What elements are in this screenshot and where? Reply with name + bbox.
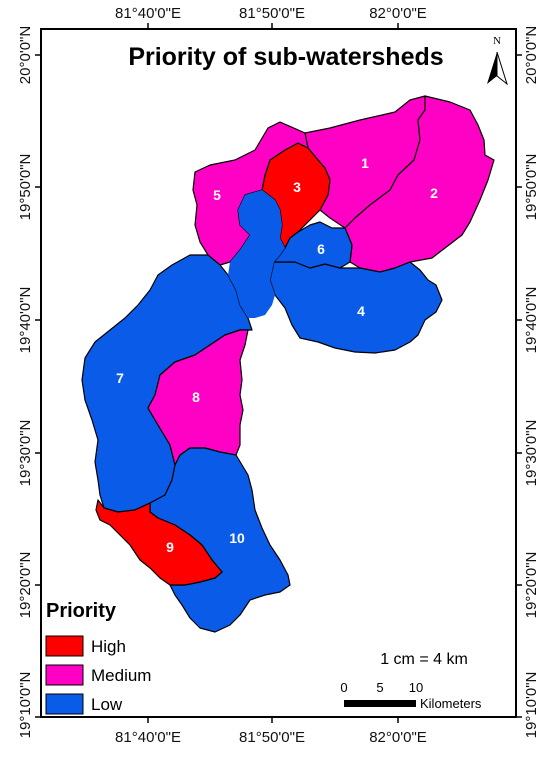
- lat-label-left: 19°20'0"N: [17, 552, 34, 619]
- legend: Priority High Medium Low: [45, 600, 151, 715]
- watershed-6[interactable]: [273, 221, 353, 269]
- scale-bar-segment: [380, 700, 416, 707]
- legend-label-high: High: [91, 637, 126, 656]
- watershed-label: 1: [361, 155, 369, 171]
- lat-label-right: 19°30'0"N: [523, 420, 540, 487]
- watershed-label: 3: [293, 179, 301, 195]
- north-arrow-icon: N: [487, 35, 508, 86]
- map-title: Priority of sub-watersheds: [128, 43, 443, 71]
- scale-bar: 1 cm = 4 km 0 5 10 Kilometers: [340, 651, 482, 711]
- watershed-neck: [228, 190, 285, 318]
- legend-title: Priority: [46, 600, 117, 622]
- lon-label-top: 81°40'0"E: [115, 5, 181, 22]
- lon-label-bottom: 82°0'0"E: [369, 729, 427, 746]
- watershed-9[interactable]: [95, 499, 223, 586]
- north-letter: N: [493, 35, 501, 47]
- lon-label-top: 82°0'0"E: [369, 5, 427, 22]
- scale-tick-label: 10: [409, 680, 423, 695]
- lat-label-right: 19°10'0"N: [523, 672, 540, 739]
- watershed-label: 10: [229, 530, 245, 546]
- legend-swatch-low: [45, 693, 84, 715]
- lat-label-left: 19°30'0"N: [17, 420, 34, 487]
- watershed-4[interactable]: [269, 261, 443, 354]
- watershed-label: 2: [430, 185, 438, 201]
- lat-label-right: 19°20'0"N: [523, 552, 540, 619]
- legend-swatch-medium: [45, 664, 84, 686]
- watershed-labels: 1 2 3 4 5 6 7 8 9 10: [116, 155, 438, 555]
- legend-label-medium: Medium: [91, 666, 151, 685]
- lat-label-left: 19°50'0"N: [17, 154, 34, 221]
- legend-label-low: Low: [91, 695, 123, 714]
- graticule-ticks: [35, 23, 522, 723]
- legend-swatch-high: [45, 635, 84, 657]
- watershed-3[interactable]: [261, 142, 331, 249]
- watershed-label: 4: [357, 303, 365, 319]
- watershed-label: 5: [213, 187, 221, 203]
- scale-ratio: 1 cm = 4 km: [380, 651, 468, 668]
- watershed-label: 7: [116, 370, 124, 386]
- scale-bar-segment: [344, 700, 380, 707]
- lon-label-bottom: 81°50'0"E: [239, 729, 305, 746]
- lon-label-bottom: 81°40'0"E: [115, 729, 181, 746]
- scale-unit: Kilometers: [420, 696, 482, 711]
- lat-label-left: 20°0'0"N: [17, 26, 34, 84]
- watershed-polygons: [81, 95, 495, 633]
- lat-label-right: 19°40'0"N: [523, 287, 540, 354]
- lat-label-right: 19°50'0"N: [523, 154, 540, 221]
- watershed-label: 8: [192, 389, 200, 405]
- watershed-label: 6: [317, 241, 325, 257]
- watershed-label: 9: [166, 539, 174, 555]
- lon-label-top: 81°50'0"E: [239, 5, 305, 22]
- lat-label-right: 20°0'0"N: [523, 26, 540, 84]
- lat-label-left: 19°10'0"N: [17, 672, 34, 739]
- lat-label-left: 19°40'0"N: [17, 287, 34, 354]
- scale-tick-label: 0: [340, 680, 347, 695]
- scale-tick-label: 5: [376, 680, 383, 695]
